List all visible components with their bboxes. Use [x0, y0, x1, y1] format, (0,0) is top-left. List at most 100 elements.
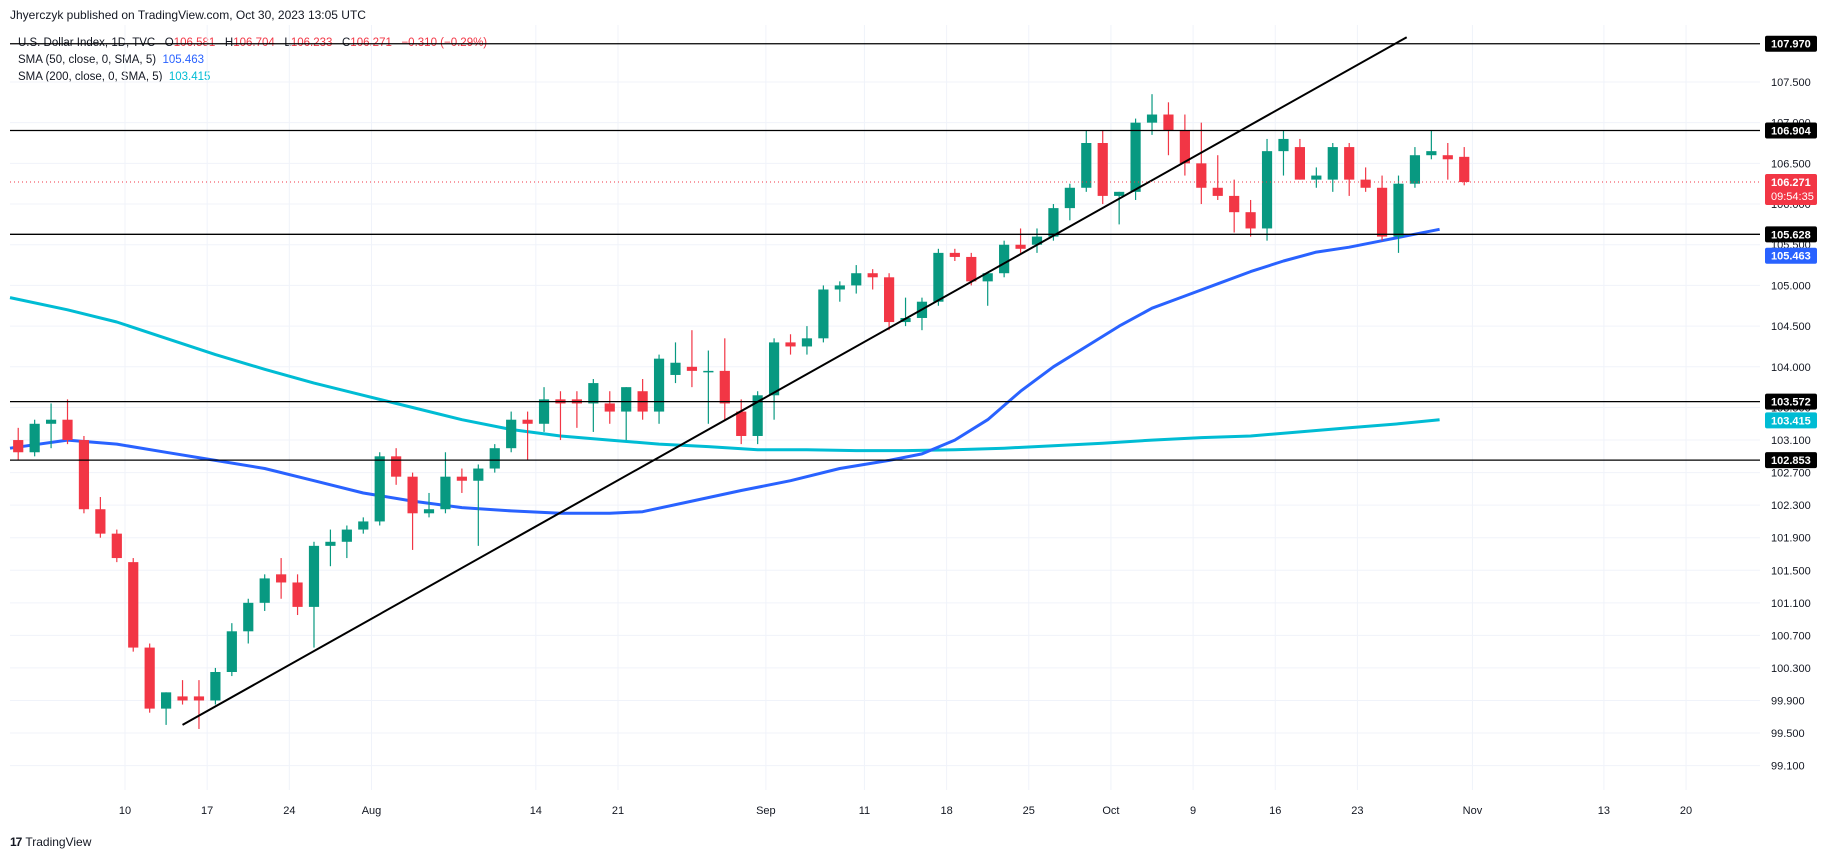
publisher-caption: Jhyerczyk published on TradingView.com, …: [10, 8, 366, 22]
y-tick-label: 100.700: [1771, 630, 1811, 642]
x-tick-label: 21: [612, 805, 624, 817]
candle-body: [653, 358, 665, 412]
x-tick-label: 9: [1190, 805, 1196, 817]
y-tick-label: 101.900: [1771, 533, 1811, 545]
candle-body: [621, 387, 632, 412]
x-tick-label: Aug: [362, 805, 382, 817]
x-tick-label: 24: [283, 805, 295, 817]
symbol-label: U.S. Dollar Index, 1D, TVC: [18, 37, 156, 49]
level-price-tag-bg: [1765, 452, 1817, 469]
candle-body: [193, 696, 205, 701]
sma50-layer: [9, 227, 1440, 515]
level-price-tag-text: 103.572: [1771, 397, 1811, 409]
sma50-legend-row[interactable]: SMA (50, close, 0, SMA, 5) 105.463: [18, 52, 487, 69]
candle-body: [506, 419, 517, 449]
level-price-tag-bg: [1765, 226, 1817, 243]
x-tick-label: Sep: [756, 805, 776, 817]
candle-body: [308, 545, 320, 607]
sma200-label: SMA (200, close, 0, SMA, 5): [18, 71, 163, 83]
candles-layer: [13, 94, 1470, 729]
candle-body: [78, 440, 90, 510]
candle-body: [1031, 236, 1043, 245]
y-tick-label: 100.300: [1771, 663, 1811, 675]
candle-body: [1146, 114, 1158, 123]
sma50-label: SMA (50, close, 0, SMA, 5): [18, 54, 157, 66]
sma200-legend-row[interactable]: SMA (200, close, 0, SMA, 5) 103.415: [18, 69, 487, 86]
candle-body: [243, 602, 254, 632]
candle-body: [144, 647, 155, 709]
y-tick-label: 99.500: [1771, 728, 1805, 740]
candle-body: [1360, 179, 1371, 188]
trendline: [182, 36, 1408, 726]
candle-body: [1114, 191, 1125, 196]
ohlc-legend-row[interactable]: U.S. Dollar Index, 1D, TVC O106.581 H106…: [18, 35, 487, 52]
candle-body: [1245, 212, 1256, 229]
y-tick-label: 103.100: [1771, 435, 1811, 447]
candle-body: [423, 509, 435, 514]
candle-body: [391, 456, 402, 477]
candle-body: [736, 411, 747, 436]
level-price-tag-bg: [1765, 393, 1817, 410]
x-tick-label: 13: [1598, 805, 1610, 817]
current-price-tag-bg: [1765, 173, 1817, 205]
price-axis[interactable]: 99.100 99.500 99.900 100.300 100.700 101.100 1…: [1771, 77, 1811, 773]
candle-body: [276, 574, 287, 583]
open-value: 106.581: [173, 37, 216, 49]
sma200-price-tag-bg: [1765, 412, 1817, 429]
candle-body: [900, 317, 911, 323]
candle-body: [933, 252, 944, 302]
candle-body: [358, 521, 369, 530]
y-tick-label: 102.700: [1771, 468, 1811, 480]
high-value: 106.704: [233, 37, 275, 49]
candle-body: [1048, 208, 1059, 237]
trendline-layer: [182, 36, 1408, 726]
level-price-tag-text: 107.970: [1771, 39, 1811, 51]
x-tick-label: 17: [201, 805, 213, 817]
candle-body: [407, 476, 418, 514]
candle-body: [1442, 155, 1453, 160]
candle-body: [719, 370, 730, 404]
candle-body: [177, 696, 188, 701]
close-label: C: [341, 37, 351, 49]
candle-body: [884, 277, 895, 323]
chart-legend: U.S. Dollar Index, 1D, TVC O106.581 H106…: [18, 35, 487, 86]
candle-body: [1278, 138, 1289, 152]
horizontal-levels-layer: [10, 43, 1760, 461]
candle-body: [703, 370, 714, 373]
candle-body: [966, 256, 977, 282]
x-tick-label: Nov: [1463, 805, 1483, 817]
x-tick-label: 23: [1351, 805, 1363, 817]
sma200-layer: [9, 296, 1440, 453]
candle-body: [1426, 151, 1437, 156]
level-price-tag: 103.572: [1765, 393, 1817, 410]
candle-body: [45, 419, 57, 424]
candle-body: [210, 671, 221, 701]
time-axis[interactable]: 10 17 24 Aug 14 21 Sep 11 18 25 Oct 9 16 23 Nov 13 20: [119, 805, 1692, 817]
candle-body: [670, 362, 681, 375]
countdown-text: 09:54:35: [1771, 191, 1814, 203]
candle-body: [1409, 155, 1421, 184]
sma50-price-tag: 105.463: [1765, 247, 1817, 264]
y-tick-label: 101.500: [1771, 565, 1811, 577]
candle-body: [851, 273, 862, 286]
candle-body: [982, 273, 993, 282]
candle-body: [949, 252, 960, 257]
candle-body: [1064, 187, 1075, 209]
candle-body: [62, 419, 73, 441]
candle-body: [1130, 122, 1141, 192]
level-price-tag-bg: [1765, 35, 1817, 52]
candle-body: [29, 423, 40, 453]
level-price-tag: 105.628: [1765, 226, 1817, 243]
candle-body: [1459, 156, 1470, 183]
candle-body: [538, 399, 550, 424]
candle-body: [686, 366, 698, 371]
tradingview-brand: TradingView: [25, 835, 92, 849]
footer-branding[interactable]: 17 TradingView: [10, 835, 91, 849]
candle-body: [259, 578, 270, 603]
candle-body: [752, 395, 763, 436]
sma200-price-tag: 103.415: [1765, 412, 1817, 429]
candle-body: [1294, 147, 1305, 180]
x-tick-label: 20: [1680, 805, 1692, 817]
x-tick-label: Oct: [1102, 805, 1119, 817]
